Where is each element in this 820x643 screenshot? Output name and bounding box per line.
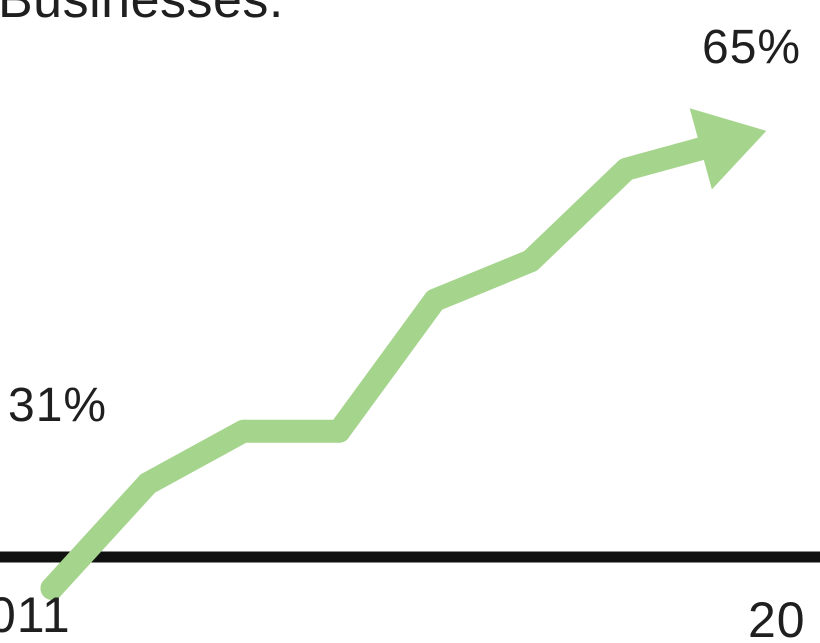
data-point-2018 [710, 131, 734, 155]
chart-title: Businesses. [0, 0, 284, 29]
x-tick-end: 20 [748, 592, 806, 643]
data-point-2013 [231, 419, 255, 443]
data-label-start: 31% [8, 379, 108, 432]
data-point-2012 [136, 472, 160, 496]
data-label-end: 65% [702, 21, 802, 74]
series-line [40, 131, 734, 600]
data-point-2015 [423, 288, 447, 312]
x-tick-start: 011 [0, 587, 71, 643]
data-point-2016 [519, 249, 543, 273]
data-point-2017 [614, 157, 638, 181]
data-point-2011 [40, 576, 64, 600]
data-point-2014 [327, 419, 351, 443]
